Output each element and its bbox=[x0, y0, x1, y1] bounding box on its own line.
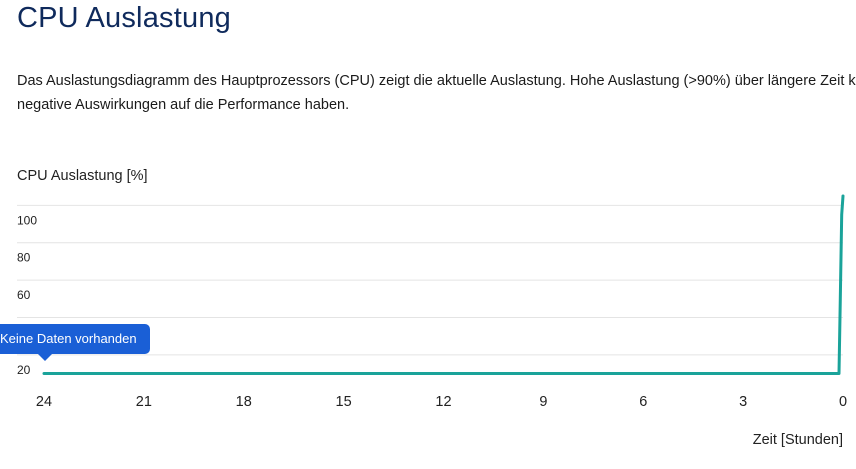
y-axis-title: CPU Auslastung [%] bbox=[17, 168, 148, 184]
x-axis-ticks: 24 21 18 15 12 9 6 3 0 bbox=[36, 394, 847, 410]
x-tick-label: 24 bbox=[36, 394, 52, 410]
x-tick-label: 0 bbox=[839, 394, 847, 410]
cpu-usage-chart: CPU Auslastung [%] 10080604020 242118151… bbox=[0, 160, 856, 469]
x-tick-label: 3 bbox=[739, 394, 747, 410]
cpu-usage-chart-svg: CPU Auslastung [%] 10080604020 242118151… bbox=[17, 168, 847, 448]
x-tick-label: 21 bbox=[136, 394, 152, 410]
y-tick-label: 60 bbox=[17, 288, 31, 302]
y-tick-label: 100 bbox=[17, 213, 37, 227]
tooltip-arrow-icon bbox=[38, 354, 52, 361]
x-tick-label: 12 bbox=[435, 394, 451, 410]
page-description: Das Auslastungsdiagramm des Hauptprozess… bbox=[17, 73, 856, 113]
x-tick-label: 18 bbox=[236, 394, 252, 410]
tooltip-text: Keine Daten vorhanden bbox=[0, 331, 137, 346]
series-layer bbox=[42, 194, 845, 375]
no-data-tooltip: Keine Daten vorhanden bbox=[0, 324, 150, 354]
y-tick-label: 80 bbox=[17, 251, 31, 265]
x-tick-label: 6 bbox=[639, 394, 647, 410]
x-tick-label: 15 bbox=[336, 394, 352, 410]
page-title: CPU Auslastung bbox=[17, 2, 231, 34]
series-line-cpu bbox=[42, 194, 845, 375]
x-tick-label: 9 bbox=[539, 394, 547, 410]
grid-lines bbox=[17, 204, 843, 356]
x-axis-title: Zeit [Stunden] bbox=[753, 432, 843, 448]
y-tick-label: 20 bbox=[17, 363, 31, 377]
